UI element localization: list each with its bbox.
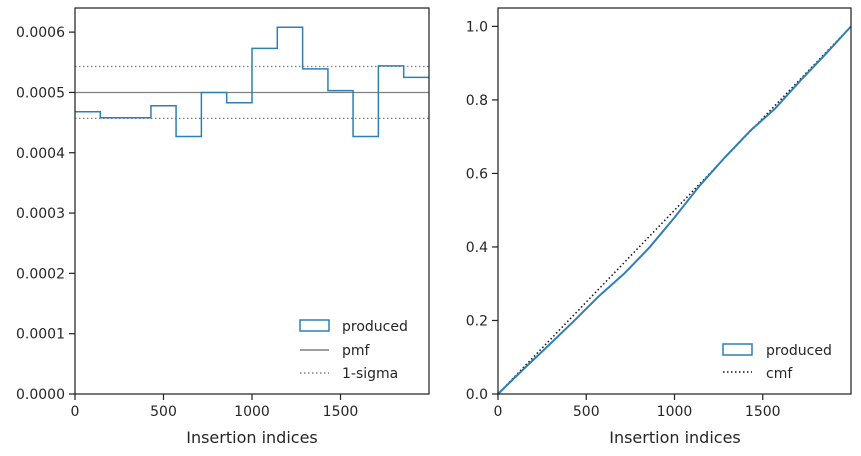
legend-produced-label: produced [342, 319, 408, 335]
left-x-axis-label: Insertion indices [186, 428, 318, 447]
left-x-tick-label: 1000 [234, 404, 270, 420]
right-axes-frame [497, 7, 852, 395]
legend-produced-label: produced [766, 343, 832, 359]
right-y-tick-label: 0.4 [466, 240, 488, 256]
right-legend: produced cmf [722, 343, 832, 382]
left-chart-panel: 0 500 1000 1500 0.00000.00010.00020.00030.0… [16, 7, 430, 447]
right-y-tick-label: 0.8 [466, 93, 488, 109]
left-y-tick-label: 0.0006 [16, 25, 65, 41]
left-plot-area [75, 26, 429, 138]
left-x-tick-label: 1500 [323, 404, 359, 420]
legend-pmf-label: pmf [342, 343, 371, 359]
legend-sigma-label: 1-sigma [342, 366, 398, 382]
left-x-tick-label: 0 [71, 404, 80, 420]
left-y-ticks: 0.0000 0.0001 0.0002 0.0003 0.0004 0.0005 0.00… [16, 25, 75, 403]
left-x-tick-label: 500 [150, 404, 177, 420]
legend-produced-swatch [299, 319, 330, 332]
left-x-ticks: 0 500 1000 1500 [71, 394, 359, 420]
right-y-tick-label: 1.0 [466, 19, 488, 35]
legend-cmf-label: cmf [766, 366, 793, 382]
cmf-line [497, 25, 852, 395]
right-x-tick-label: 1500 [745, 404, 781, 420]
right-y-tick-label: 0.2 [466, 313, 488, 329]
left-legend: produced pmf 1-sigma [299, 319, 408, 382]
right-x-tick-label: 0 [494, 404, 503, 420]
right-chart-panel: 0 500 1000 1500 0.0 0.2 0.4 0.6 0.8 1.0 Insertio… [466, 7, 852, 447]
left-y-tick-label: 0.0002 [16, 266, 65, 282]
right-x-tick-label: 500 [573, 404, 600, 420]
left-y-tick-label: 0.0001 [16, 327, 65, 343]
legend-produced-swatch [722, 343, 753, 356]
right-x-axis-label: Insertion indices [609, 428, 741, 447]
right-x-ticks: 0 500 1000 1500 [494, 394, 781, 420]
left-y-tick-label: 0.0004 [16, 146, 65, 162]
right-plot-area [497, 25, 852, 395]
produced-step-series [75, 26, 429, 138]
produced-cumulative-series [497, 25, 852, 395]
left-y-tick-label: 0.0000 [16, 387, 65, 403]
right-y-tick-label: 0.6 [466, 166, 488, 182]
right-y-tick-label: 0.0 [466, 387, 488, 403]
right-x-tick-label: 1000 [657, 404, 693, 420]
left-y-tick-label: 0.0003 [16, 206, 65, 222]
right-y-ticks: 0.0 0.2 0.4 0.6 0.8 1.0 [466, 19, 498, 403]
left-y-tick-label: 0.0005 [16, 85, 65, 101]
